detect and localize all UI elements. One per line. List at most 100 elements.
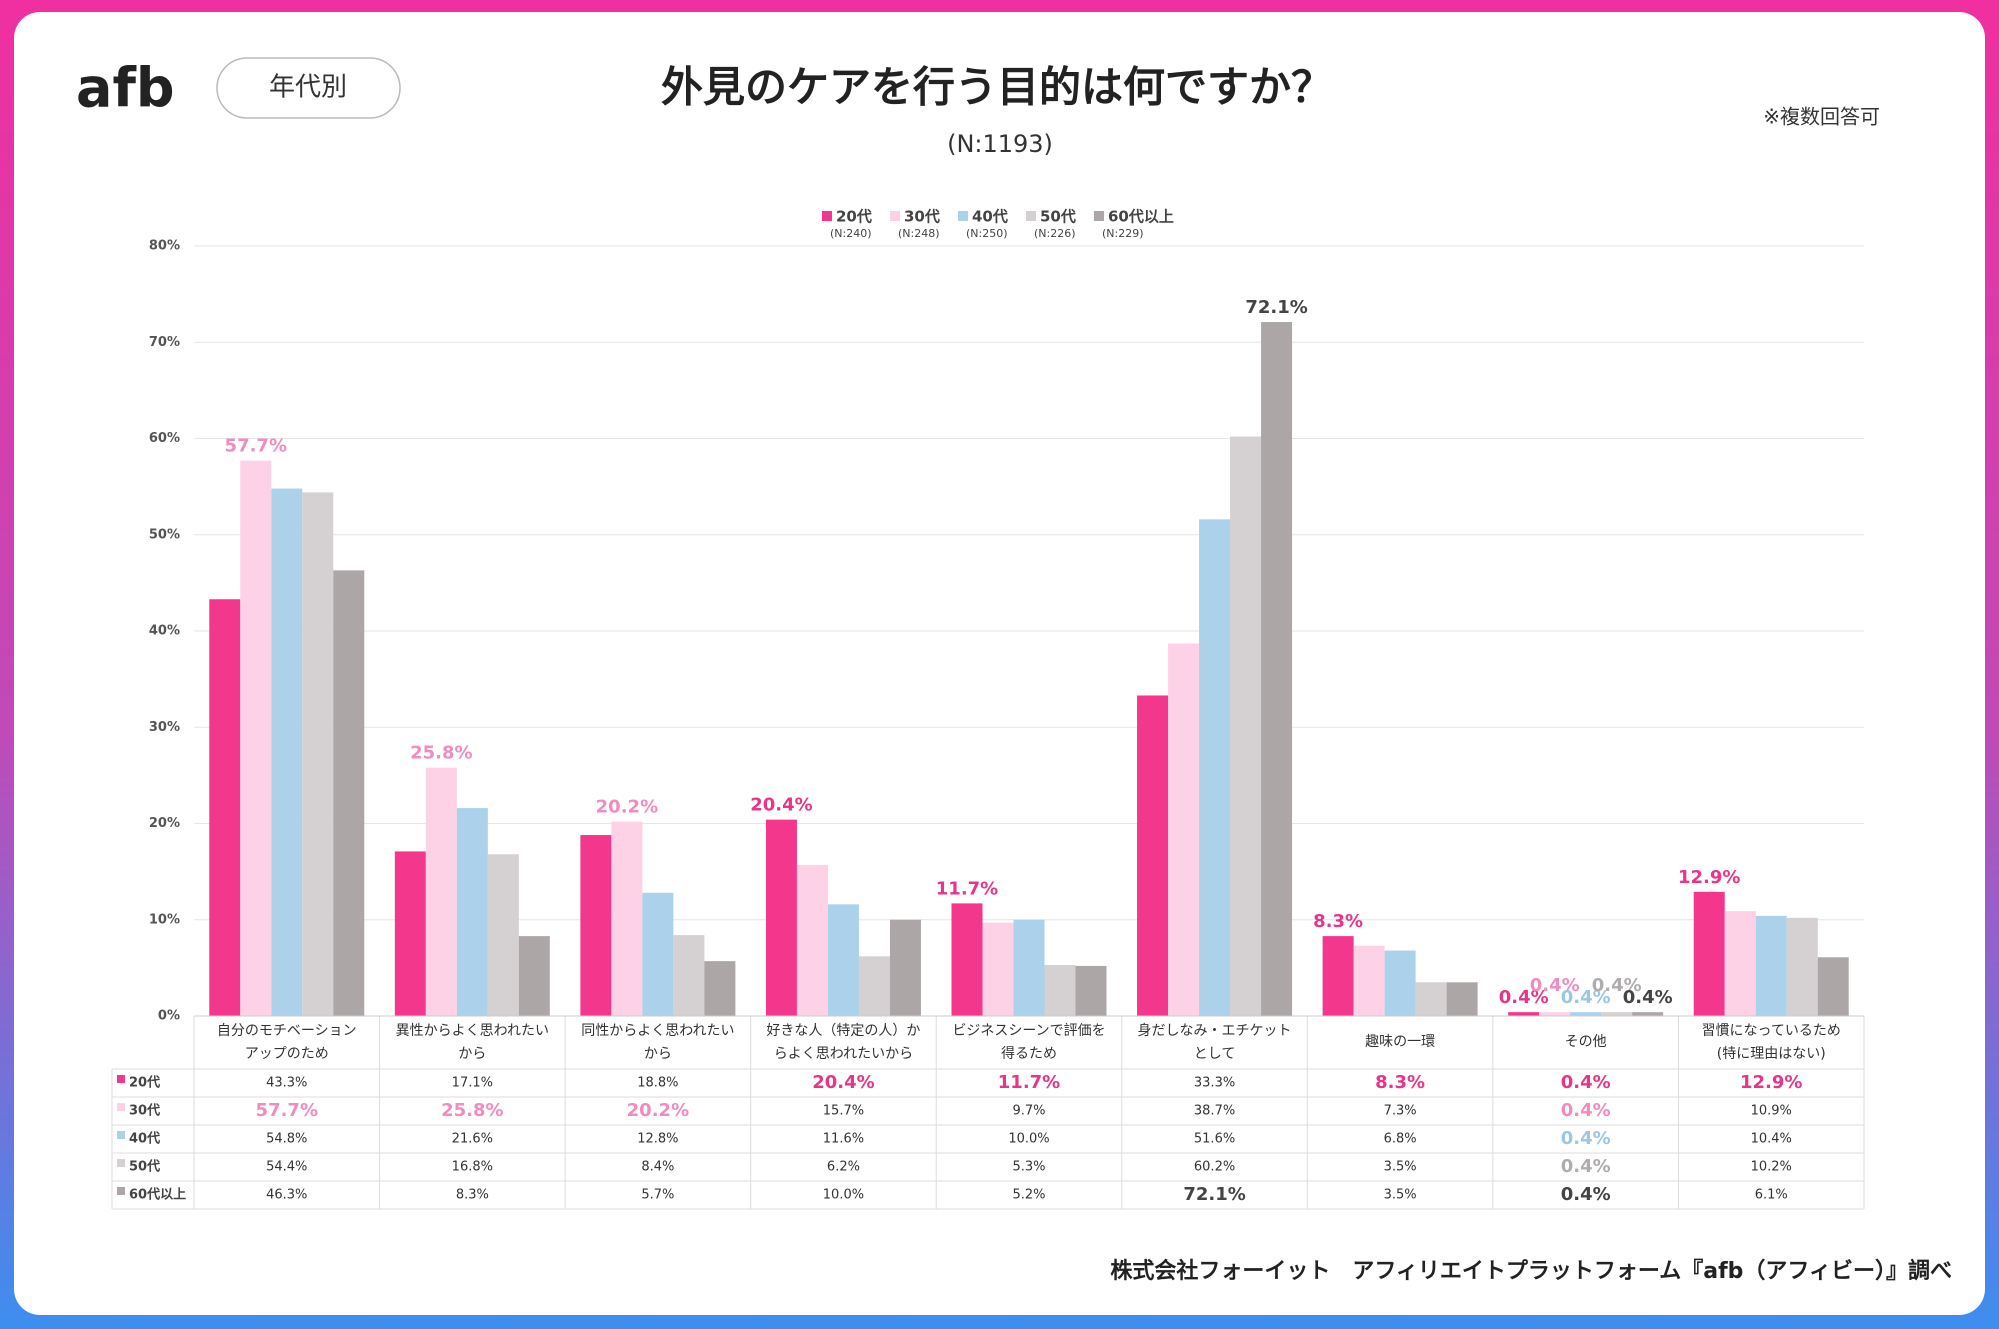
table-value: 43.3% xyxy=(266,1076,307,1091)
x-tick-label: 趣味の一環 xyxy=(1365,1034,1436,1051)
legend-swatch xyxy=(822,211,832,221)
table-value: 51.6% xyxy=(1194,1132,1235,1147)
bar xyxy=(456,808,488,1016)
bar xyxy=(1446,982,1478,1016)
bar xyxy=(642,892,674,1016)
table-value: 5.3% xyxy=(1012,1160,1045,1175)
bar xyxy=(1322,936,1354,1016)
bar xyxy=(951,903,983,1016)
bar xyxy=(1755,915,1787,1016)
table-value: 15.7% xyxy=(823,1104,864,1119)
x-tick-label: その他 xyxy=(1564,1034,1607,1051)
category-label-box: ビジネスシーンで評価を 得るため xyxy=(952,1023,1105,1061)
row-swatch xyxy=(117,1159,125,1167)
x-tick-label: 習慣になっているため (特に理由はない) xyxy=(1701,1023,1841,1062)
x-tick-label: 自分のモチベーション アップのため xyxy=(216,1023,357,1062)
x-tick-label: 同性からよく思われたい から xyxy=(581,1023,735,1062)
legend-label: 30代 xyxy=(904,208,940,226)
bar xyxy=(1075,965,1107,1016)
value-label: 0.4% xyxy=(1592,975,1642,996)
table-value: 5.2% xyxy=(1012,1188,1045,1203)
y-tick-label: 80% xyxy=(149,239,180,254)
row-swatch xyxy=(117,1103,125,1111)
bar xyxy=(858,956,890,1016)
table-value: 10.0% xyxy=(1008,1132,1049,1147)
value-label: 72.1% xyxy=(1245,297,1307,318)
table-value: 57.7% xyxy=(256,1100,318,1121)
category-label-box: 習慣になっているため (特に理由はない) xyxy=(1701,1023,1841,1062)
bar xyxy=(302,492,334,1016)
table-value: 11.6% xyxy=(823,1132,864,1147)
legend-swatch xyxy=(890,211,900,221)
legend-n: (N:250) xyxy=(966,227,1008,240)
footer: 株式会社フォーイット アフィリエイトプラットフォーム『afb（アフィビー）』調べ xyxy=(1110,1258,1952,1284)
legend-swatch xyxy=(1094,211,1104,221)
badge xyxy=(216,57,401,119)
row-swatch xyxy=(117,1131,125,1139)
table-value: 0.4% xyxy=(1561,1072,1611,1093)
bar xyxy=(796,864,828,1016)
value-label: 57.7% xyxy=(225,436,287,457)
bar xyxy=(827,904,859,1016)
table-value: 60.2% xyxy=(1194,1160,1235,1175)
value-label: 0.4% xyxy=(1530,975,1580,996)
table-value: 11.7% xyxy=(998,1072,1060,1093)
bar xyxy=(209,599,241,1016)
legend-n: (N:226) xyxy=(1034,227,1076,240)
bar xyxy=(1724,911,1756,1016)
bar xyxy=(425,767,457,1016)
table-value: 8.3% xyxy=(456,1188,489,1203)
row-label: 60代以上 xyxy=(129,1187,186,1203)
y-tick-label: 10% xyxy=(149,912,180,927)
table-value: 18.8% xyxy=(637,1076,678,1091)
chart-title: 外見のケアを行う目的は何ですか？ xyxy=(661,63,1333,112)
bar xyxy=(1539,1012,1571,1016)
x-tick-label: 好きな人（特定の人）か らよく思われたいから xyxy=(766,1023,921,1062)
table-value: 6.8% xyxy=(1384,1132,1417,1147)
y-tick-label: 0% xyxy=(158,1009,180,1024)
value-label: 25.8% xyxy=(410,743,472,764)
table-value: 17.1% xyxy=(452,1076,493,1091)
bar xyxy=(271,488,303,1016)
table-value: 3.5% xyxy=(1384,1188,1417,1203)
table-value: 54.4% xyxy=(266,1160,307,1175)
row-swatch xyxy=(117,1187,125,1195)
table-value: 0.4% xyxy=(1561,1156,1611,1177)
y-tick-label: 30% xyxy=(149,720,180,735)
table-value: 10.2% xyxy=(1751,1160,1792,1175)
legend-n: (N:240) xyxy=(830,227,872,240)
table-value: 54.8% xyxy=(266,1132,307,1147)
value-label: 0.4% xyxy=(1623,987,1673,1008)
legend-label: 20代 xyxy=(836,208,872,226)
category-label-box: 自分のモチベーション アップのため xyxy=(216,1023,357,1062)
table-value: 46.3% xyxy=(266,1188,307,1203)
bar xyxy=(982,922,1014,1016)
y-tick-label: 40% xyxy=(149,624,180,639)
row-swatch xyxy=(117,1075,125,1083)
table-value: 38.7% xyxy=(1194,1104,1235,1119)
table-value: 10.4% xyxy=(1751,1132,1792,1147)
bar xyxy=(1137,695,1169,1016)
table-value: 5.7% xyxy=(641,1188,674,1203)
y-tick-label: 50% xyxy=(149,527,180,542)
x-tick-label: 異性からよく思われたい から xyxy=(395,1023,549,1062)
bar xyxy=(240,460,272,1016)
table-value: 21.6% xyxy=(452,1132,493,1147)
bar xyxy=(1168,643,1200,1016)
row-label: 20代 xyxy=(129,1075,160,1091)
table-value: 10.9% xyxy=(1751,1104,1792,1119)
badge-text: 年代別 xyxy=(269,73,347,103)
table-value: 33.3% xyxy=(1194,1076,1235,1091)
table-value: 7.3% xyxy=(1384,1104,1417,1119)
row-label: 30代 xyxy=(129,1103,160,1119)
bar xyxy=(765,819,797,1016)
table-value: 12.8% xyxy=(637,1132,678,1147)
table-value: 20.2% xyxy=(627,1100,689,1121)
legend-swatch xyxy=(1026,211,1036,221)
bar xyxy=(1230,436,1262,1016)
value-label: 0.4% xyxy=(1561,987,1611,1008)
category-label-box: 身だしなみ・エチケット として xyxy=(1138,1023,1292,1061)
table-value: 25.8% xyxy=(441,1100,503,1121)
table-value: 9.7% xyxy=(1012,1104,1045,1119)
